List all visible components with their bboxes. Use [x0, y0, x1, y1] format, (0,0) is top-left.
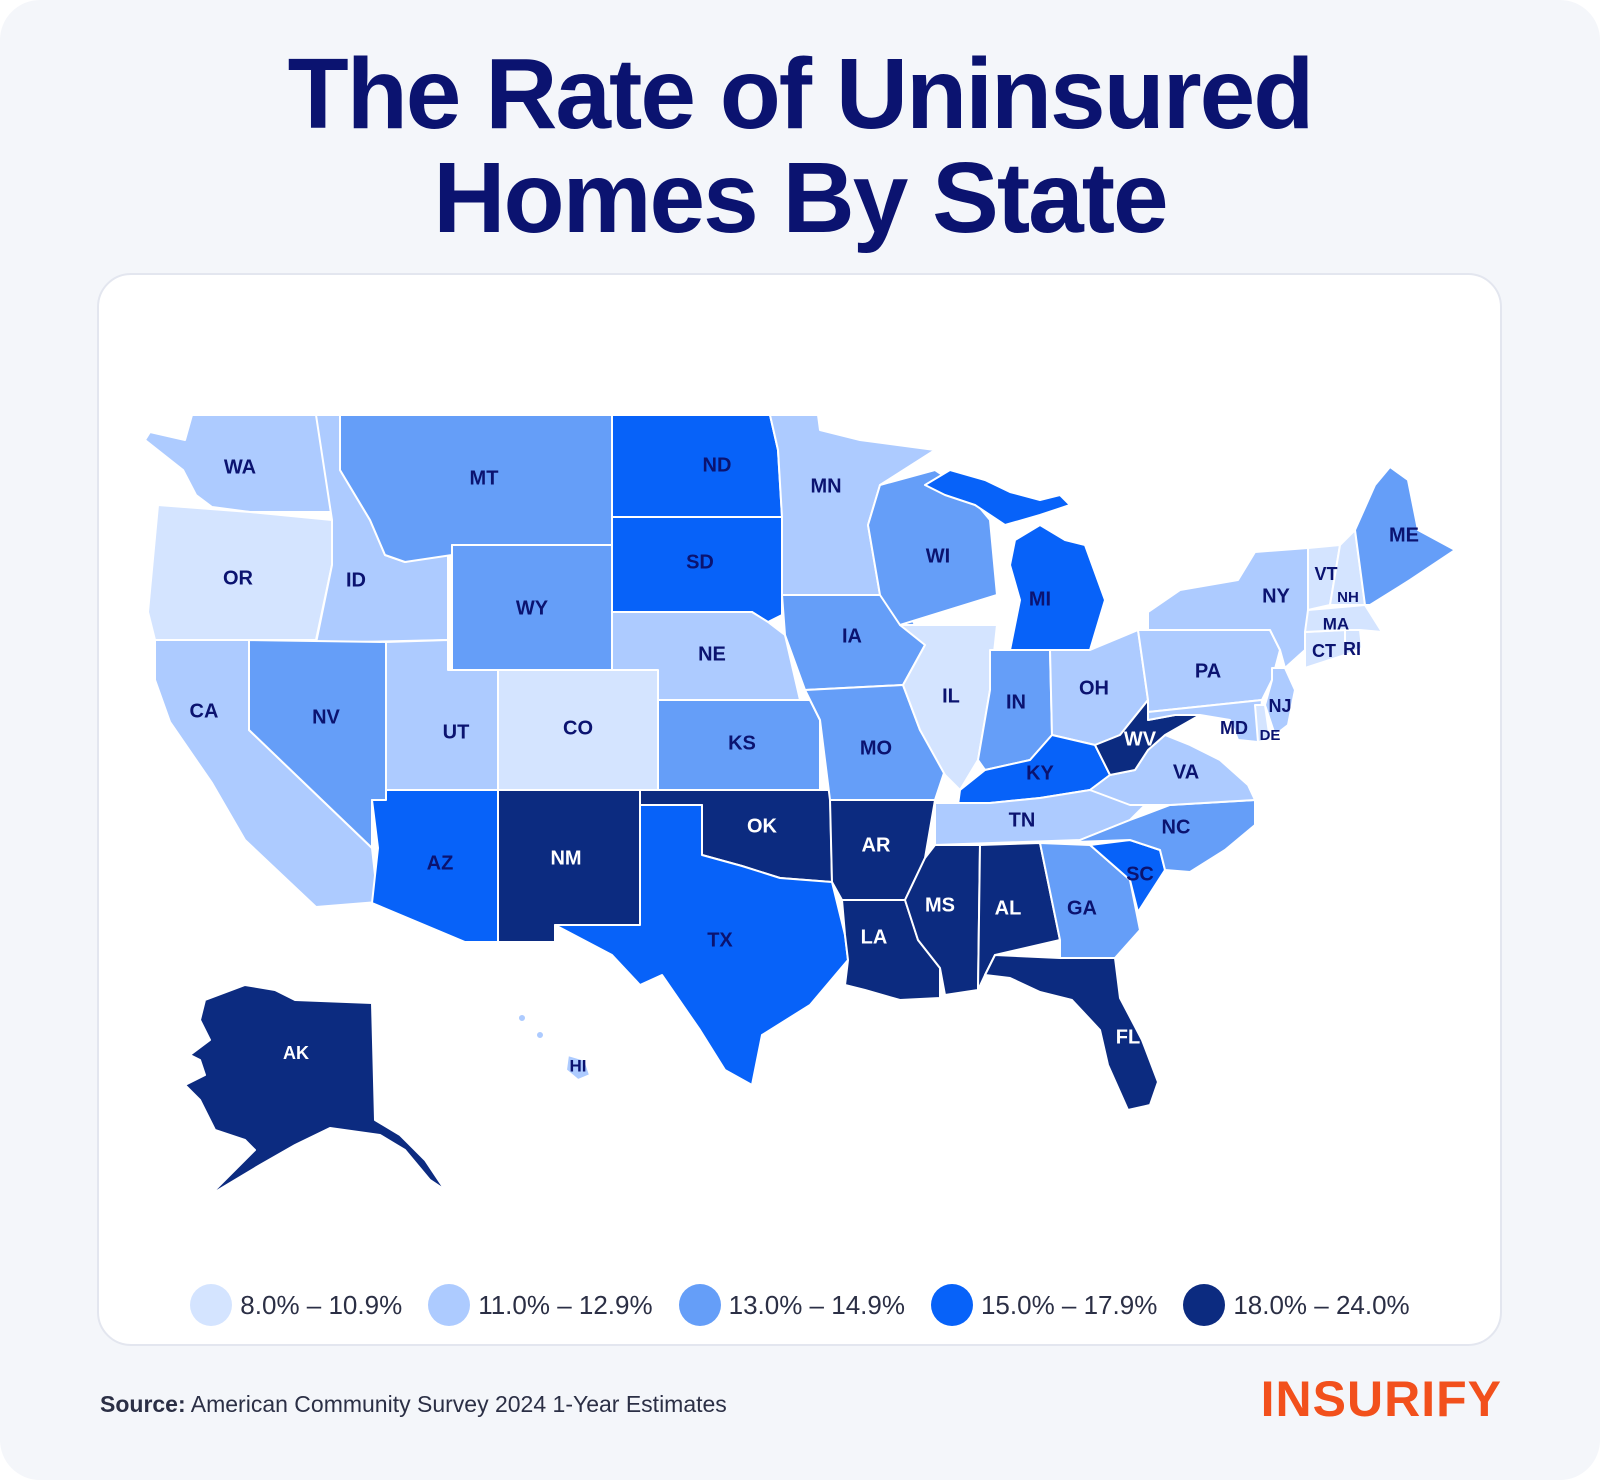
state-label-AZ: AZ: [427, 852, 454, 874]
state-label-MI: MI: [1029, 588, 1051, 610]
state-label-MT: MT: [470, 467, 499, 489]
state-label-TN: TN: [1009, 809, 1036, 831]
state-ND: [611, 414, 783, 518]
state-label-TX: TX: [707, 929, 733, 951]
legend-swatch: [1183, 1284, 1226, 1326]
legend-swatch: [428, 1284, 471, 1326]
legend-swatch: [678, 1284, 721, 1326]
state-label-NY: NY: [1262, 585, 1290, 607]
state-label-ID: ID: [346, 569, 366, 591]
page-title: The Rate of Uninsured Homes By State: [0, 42, 1600, 250]
state-label-WY: WY: [516, 597, 549, 619]
state-MI: [1009, 524, 1106, 651]
state-label-ME: ME: [1389, 524, 1419, 546]
state-label-VA: VA: [1173, 761, 1199, 783]
legend-label: 18.0% – 24.0%: [1233, 1289, 1410, 1320]
state-label-IN: IN: [1006, 691, 1026, 713]
state-label-AK: AK: [283, 1043, 309, 1063]
state-label-RI: RI: [1343, 639, 1361, 659]
state-label-MD: MD: [1220, 718, 1248, 738]
source-text: American Community Survey 2024 1-Year Es…: [190, 1391, 727, 1417]
state-label-DE: DE: [1260, 727, 1281, 744]
state-FL: [984, 954, 1159, 1111]
title-line-1: The Rate of Uninsured: [287, 38, 1315, 150]
state-label-FL: FL: [1116, 1026, 1140, 1048]
state-label-AL: AL: [995, 897, 1022, 919]
state-HI: [565, 1054, 591, 1081]
state-label-SD: SD: [686, 551, 714, 573]
state-label-NJ: NJ: [1268, 696, 1291, 716]
legend-item: 11.0% – 12.9%: [428, 1284, 653, 1326]
legend-label: 11.0% – 12.9%: [478, 1289, 653, 1320]
state-label-MS: MS: [925, 894, 955, 916]
state-label-GA: GA: [1067, 897, 1097, 919]
state-label-LA: LA: [861, 926, 888, 948]
state-label-AR: AR: [862, 834, 891, 856]
state-label-ND: ND: [703, 454, 732, 476]
state-ME: [1354, 466, 1456, 606]
legend-label: 15.0% – 17.9%: [980, 1289, 1158, 1320]
state-label-VT: VT: [1314, 564, 1337, 584]
state-KS: [657, 699, 821, 791]
state-label-NV: NV: [312, 706, 340, 728]
state-label-OR: OR: [223, 567, 254, 589]
state-label-IA: IA: [842, 625, 862, 647]
state-HI-island: [517, 1013, 527, 1023]
legend-item: 18.0% – 24.0%: [1183, 1284, 1410, 1326]
state-label-NE: NE: [698, 643, 726, 665]
legend-swatch: [930, 1284, 973, 1326]
insurify-logo: INSURIFY: [1260, 1371, 1502, 1427]
source-label: Source:: [100, 1391, 186, 1417]
legend-item: 15.0% – 17.9%: [930, 1284, 1158, 1326]
state-MS: [904, 844, 981, 996]
state-label-NM: NM: [550, 847, 581, 869]
state-label-SC: SC: [1126, 863, 1154, 885]
state-label-WA: WA: [224, 456, 256, 478]
state-AK: [184, 984, 446, 1196]
state-label-IL: IL: [942, 685, 960, 707]
state-label-WI: WI: [926, 545, 950, 567]
state-label-OK: OK: [747, 815, 778, 837]
state-label-CT: CT: [1312, 641, 1336, 661]
state-MI-UP: [924, 469, 1071, 526]
title-line-2: Homes By State: [433, 142, 1168, 254]
state-label-MA: MA: [1323, 614, 1349, 633]
state-label-OH: OH: [1079, 677, 1109, 699]
state-label-UT: UT: [443, 721, 470, 743]
state-label-KS: KS: [728, 732, 756, 754]
legend-label: 13.0% – 14.9%: [728, 1289, 905, 1320]
state-label-CO: CO: [563, 717, 593, 739]
state-label-NH: NH: [1337, 589, 1359, 606]
source-note: Source: American Community Survey 2024 1…: [100, 1391, 727, 1418]
state-label-PA: PA: [1195, 660, 1221, 682]
state-label-HI: HI: [570, 1056, 587, 1075]
state-DE: [1254, 704, 1271, 743]
state-HI-island: [535, 1030, 545, 1040]
legend-item: 13.0% – 14.9%: [678, 1284, 905, 1326]
legend-label: 8.0% – 10.9%: [240, 1289, 403, 1320]
state-label-WV: WV: [1124, 728, 1157, 750]
state-NJ: [1264, 667, 1296, 736]
state-label-NC: NC: [1162, 816, 1191, 838]
state-TX: [554, 804, 849, 1086]
legend: 8.0% – 10.9% 11.0% – 12.9% 13.0% – 14.9% 15…: [0, 1283, 1600, 1327]
state-NC: [1074, 799, 1256, 873]
legend-swatch: [190, 1284, 233, 1326]
state-label-MO: MO: [860, 737, 892, 759]
legend-item: 8.0% – 10.9%: [190, 1284, 402, 1326]
state-label-KY: KY: [1026, 762, 1054, 784]
state-label-MN: MN: [810, 475, 841, 497]
state-label-CA: CA: [190, 700, 219, 722]
